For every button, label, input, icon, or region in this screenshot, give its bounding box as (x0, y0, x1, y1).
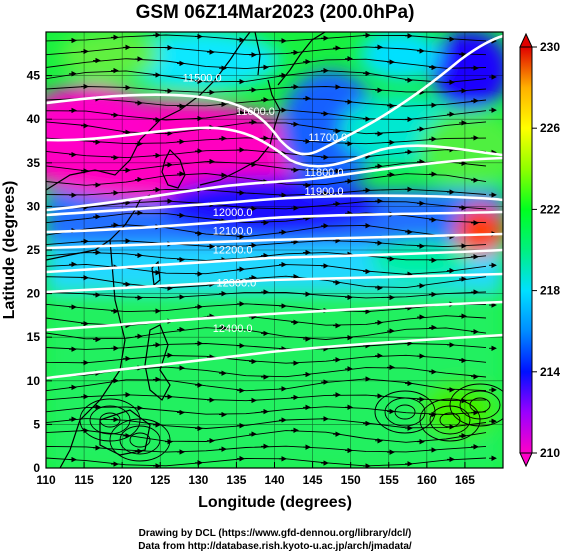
streamline (46, 149, 487, 159)
x-tick-label: 130 (188, 473, 208, 487)
y-tick-label: 0 (33, 461, 40, 475)
y-tick-label: 40 (27, 112, 41, 126)
y-tick-label: 5 (33, 417, 40, 431)
streamline (46, 457, 487, 467)
colorbar-bar (519, 46, 533, 454)
streamline (46, 137, 487, 145)
streamline (46, 291, 487, 299)
streamline (46, 212, 487, 224)
colorbar-tick-label: 210 (540, 446, 560, 460)
x-axis-label: Longitude (degrees) (198, 494, 352, 511)
contour-label: 11600.0 (236, 106, 275, 118)
colorbar-tick-label: 226 (540, 121, 560, 135)
streamline (46, 303, 487, 313)
colorbar-tick-label: 214 (540, 365, 560, 379)
streamline (46, 366, 487, 378)
wind-streamlines (46, 32, 503, 468)
credit-data: Data from http://database.rish.kyoto-u.a… (138, 541, 412, 552)
swirl-streamline (469, 397, 491, 413)
contour-label: 12000.0 (213, 207, 253, 219)
y-tick-label: 35 (27, 156, 41, 170)
contour-label: 11700.0 (308, 132, 347, 144)
swirl-streamline (109, 418, 171, 462)
swirl-streamline (374, 390, 436, 434)
streamline (46, 70, 487, 83)
y-tick-label: 20 (27, 287, 41, 301)
colorbar-tick-label: 230 (540, 40, 560, 54)
streamline (46, 252, 487, 261)
streamline (46, 224, 487, 238)
swirl-streamline (384, 397, 426, 427)
swirl-streamline (99, 412, 121, 428)
x-tick-label: 135 (226, 473, 246, 487)
colorbar-tick-label: 222 (540, 202, 560, 216)
contour-label: 11800.0 (305, 167, 344, 179)
x-tick-label: 145 (303, 473, 323, 487)
contour-labels: 11500.0 11600.0 11700.0 11800.0 11900.0 12000… (183, 73, 348, 335)
streamline (46, 327, 487, 340)
x-tick-label: 110 (36, 473, 56, 487)
contour-label: 12400.0 (213, 323, 253, 335)
streamline (46, 445, 487, 453)
contour-label: 11500.0 (183, 73, 222, 85)
x-tick-label: 140 (264, 473, 284, 487)
y-tick-label: 10 (27, 374, 41, 388)
swirl-streamline (439, 412, 461, 428)
x-tick-label: 150 (341, 473, 361, 487)
y-tick-label: 30 (27, 199, 41, 213)
y-axis-ticks: 0 5 10 15 20 25 30 35 40 45 (27, 69, 52, 475)
x-tick-label: 115 (74, 473, 94, 487)
x-tick-label: 160 (417, 473, 437, 487)
swirl-streamline (119, 425, 161, 455)
streamline (46, 173, 487, 186)
y-axis-label: Latitude (degrees) (1, 181, 18, 320)
swirl-streamline (394, 404, 416, 420)
streamline (46, 58, 487, 70)
credit-drawing: Drawing by DCL (https://www.gfd-dennou.o… (139, 528, 412, 539)
swirl-streamline (459, 390, 501, 420)
swirl-streamline (129, 432, 151, 448)
y-tick-label: 15 (27, 330, 41, 344)
x-axis-ticks: 110 115 120 125 130 135 140 145 150 155 160 165 (36, 462, 475, 487)
height-contours (46, 34, 503, 380)
streamline (46, 378, 487, 392)
contour-label: 12200.0 (213, 244, 253, 256)
colorbar-min-arrow (519, 452, 533, 468)
x-tick-label: 125 (150, 473, 170, 487)
x-tick-label: 120 (112, 473, 132, 487)
x-tick-label: 155 (379, 473, 399, 487)
swirl-streamline (419, 398, 481, 442)
x-tick-label: 165 (455, 473, 475, 487)
colorbar-tick-label: 218 (540, 284, 560, 298)
colorbar-max-arrow (519, 32, 533, 48)
swirl-streamline (449, 383, 503, 427)
y-tick-label: 45 (27, 69, 41, 83)
colorbar: 210 214 218 222 226 230 (519, 32, 560, 468)
contour-label: 11900.0 (305, 186, 344, 198)
figure-title: GSM 06Z14Mar2023 (200.0hPa) (136, 2, 415, 23)
y-tick-label: 25 (27, 243, 41, 257)
contour-label: 12300.0 (217, 278, 257, 290)
contour-label: 12100.0 (213, 225, 253, 237)
